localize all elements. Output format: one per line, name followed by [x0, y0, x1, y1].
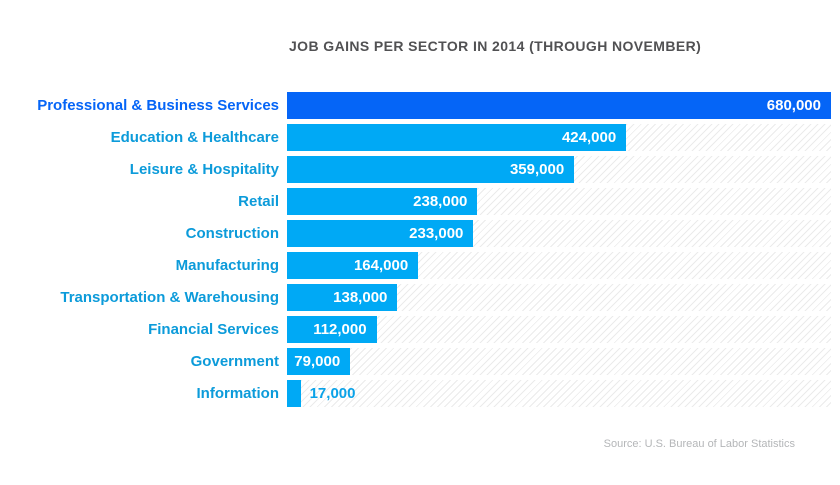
- bar: 238,000: [287, 188, 478, 215]
- value-label: 164,000: [353, 257, 409, 274]
- bar-track: 164,000: [287, 252, 831, 279]
- category-label: Government: [190, 353, 279, 370]
- value-label: 233,000: [409, 225, 464, 242]
- bar: 233,000: [287, 220, 474, 247]
- bar: 112,000: [287, 316, 377, 343]
- value-label: 238,000: [413, 193, 468, 210]
- bar: 138,000: [287, 284, 398, 311]
- bar-track: 112,000: [287, 316, 831, 343]
- bar-track: 680,000: [287, 92, 831, 119]
- bar: [287, 380, 301, 407]
- chart-row: Retail 238,000: [0, 188, 831, 215]
- chart-row: Professional & Business Services 680,000: [0, 92, 831, 119]
- category-label: Education & Healthcare: [110, 129, 279, 146]
- category-label: Information: [196, 385, 280, 402]
- chart-row: Leisure & Hospitality 359,000: [0, 156, 831, 183]
- bar: 359,000: [287, 156, 575, 183]
- value-label: 424,000: [561, 129, 617, 146]
- bar-track: 238,000: [287, 188, 831, 215]
- category-label: Leisure & Hospitality: [129, 161, 279, 178]
- chart-row: Government 79,000: [0, 348, 831, 375]
- bar: 79,000: [287, 348, 351, 375]
- chart-row: Education & Healthcare 424,000: [0, 124, 831, 151]
- value-label: 359,000: [509, 161, 565, 178]
- bar: 680,000: [287, 92, 831, 119]
- category-label: Professional & Business Services: [37, 97, 279, 114]
- bar-track: 359,000: [287, 156, 831, 183]
- value-label-outside: 17,000: [309, 385, 356, 402]
- chart-row: Financial Services 112,000: [0, 316, 831, 343]
- category-label: Retail: [238, 193, 279, 210]
- chart-row: Construction 233,000: [0, 220, 831, 247]
- chart-row: Transportation & Warehousing 138,000: [0, 284, 831, 311]
- value-label: 79,000: [294, 353, 341, 370]
- bar: 424,000: [287, 124, 627, 151]
- bar-track: 424,000: [287, 124, 831, 151]
- chart-title: JOB GAINS PER SECTOR IN 2014 (THROUGH NO…: [289, 38, 702, 54]
- value-label: 138,000: [333, 289, 388, 306]
- category-label: Manufacturing: [175, 257, 279, 274]
- category-label: Transportation & Warehousing: [60, 289, 279, 306]
- bar: 164,000: [287, 252, 419, 279]
- bar-track: 17,000: [287, 380, 831, 407]
- bar-chart: Professional & Business Services 680,000…: [0, 92, 831, 412]
- chart-row: Manufacturing 164,000: [0, 252, 831, 279]
- chart-row: Information 17,000: [0, 380, 831, 407]
- source-attribution: Source: U.S. Bureau of Labor Statistics: [603, 438, 795, 450]
- value-label: 680,000: [766, 97, 821, 114]
- bar-track: 138,000: [287, 284, 831, 311]
- value-label: 112,000: [313, 321, 367, 338]
- bar-track: 79,000: [287, 348, 831, 375]
- category-label: Financial Services: [148, 321, 279, 338]
- category-label: Construction: [185, 225, 279, 242]
- bar-track: 233,000: [287, 220, 831, 247]
